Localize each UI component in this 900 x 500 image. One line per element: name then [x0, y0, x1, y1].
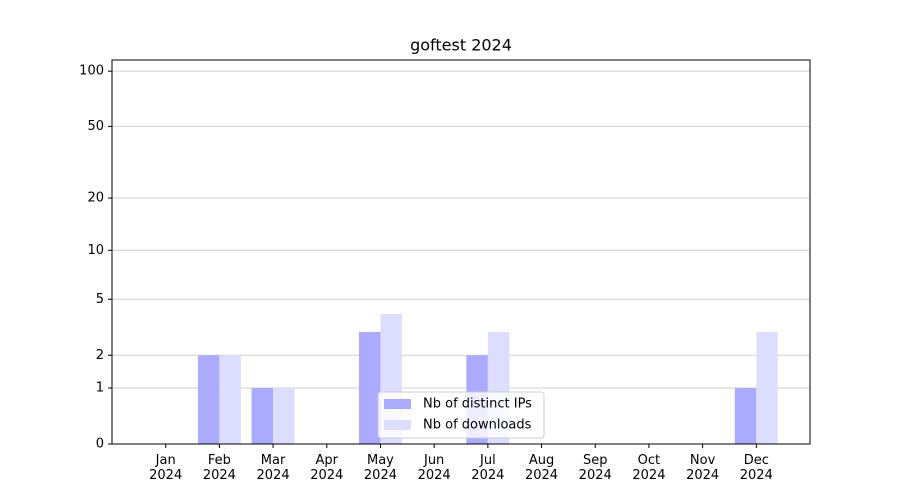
legend: Nb of distinct IPs Nb of downloads: [377, 391, 545, 439]
y-tick-label: 100: [79, 64, 104, 79]
y-tick-label: 0: [96, 437, 104, 452]
x-tick-label: Feb 2024: [202, 453, 236, 483]
x-tick-label: Sep 2024: [578, 453, 612, 483]
legend-label: Nb of distinct IPs: [423, 397, 532, 412]
x-tick-label: Dec 2024: [739, 453, 773, 483]
bar: [273, 388, 295, 444]
y-tick-label: 5: [96, 292, 104, 307]
bar: [734, 388, 757, 444]
legend-swatch: [384, 420, 411, 430]
bar: [358, 332, 381, 444]
x-tick-label: May 2024: [363, 453, 397, 483]
x-tick-label: Oct 2024: [632, 453, 666, 483]
x-tick-label: Jul 2024: [471, 453, 505, 483]
bar: [251, 388, 274, 444]
bar: [197, 355, 220, 444]
legend-box: [377, 391, 545, 439]
legend-swatch: [384, 399, 411, 409]
x-tick-label: Nov 2024: [686, 453, 720, 483]
bar: [219, 355, 241, 444]
y-tick-label: 10: [87, 243, 104, 258]
x-tick-label: Mar 2024: [256, 453, 290, 483]
x-tick-label: Aug 2024: [524, 453, 559, 483]
y-tick-label: 50: [87, 119, 104, 134]
x-tick-label: Apr 2024: [310, 453, 344, 483]
plot-frame: [111, 59, 811, 445]
y-tick-label: 2: [96, 348, 104, 363]
x-tick-label: Jun 2024: [417, 453, 451, 483]
bar: [756, 332, 778, 444]
legend-label: Nb of downloads: [423, 418, 532, 433]
chart-title: goftest 2024: [410, 36, 512, 55]
y-tick-label: 20: [87, 191, 104, 206]
x-tick-label: Jan 2024: [149, 453, 183, 483]
y-tick-label: 1: [96, 381, 104, 396]
